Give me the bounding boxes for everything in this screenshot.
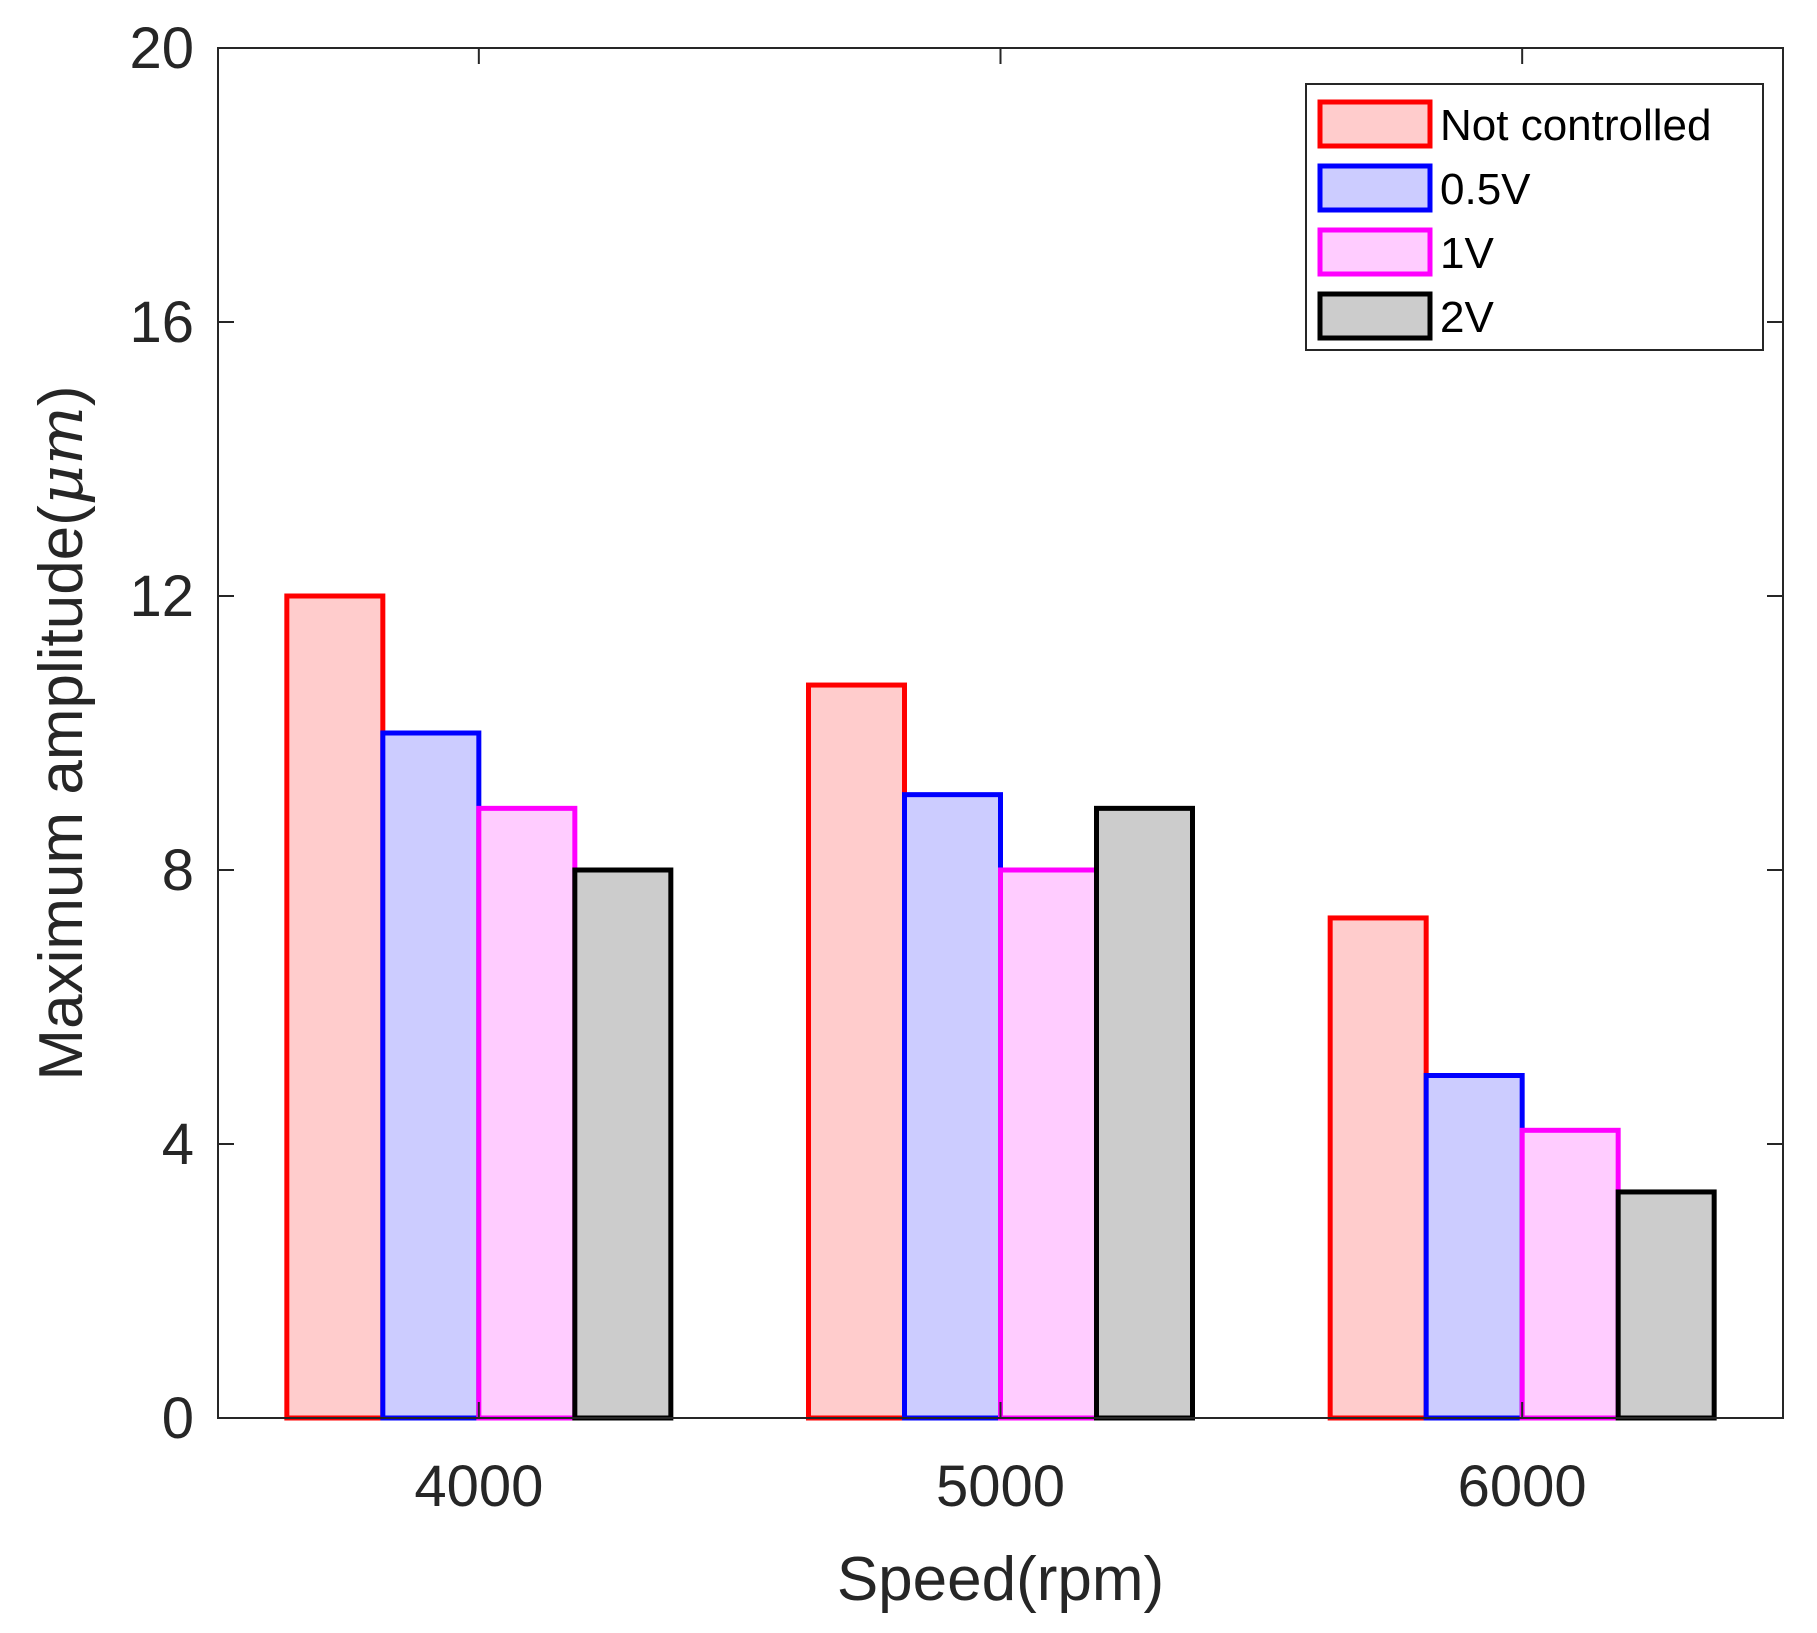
y-axis-title-close: )	[27, 385, 96, 406]
axis-ticks	[218, 47, 1783, 1419]
y-axis-title-unit: μm	[24, 406, 97, 505]
bar-6000-2v	[1615, 1189, 1717, 1421]
legend-label: Not controlled	[1440, 101, 1711, 150]
x-axis-tick-labels: 4000 5000 6000	[414, 1454, 1586, 1519]
bar-5000-0-5v	[902, 792, 1003, 1421]
bar-4000-0-5v	[380, 730, 482, 1421]
y-tick-label: 8	[162, 838, 194, 903]
bar-6000-0-5v	[1423, 1073, 1525, 1421]
legend-label: 1V	[1440, 229, 1494, 278]
legend-swatch	[1317, 163, 1433, 213]
bar-6000-not-controlled	[1327, 915, 1429, 1421]
x-axis-title: Speed(rpm)	[837, 1545, 1164, 1614]
bar-4000-not-controlled	[284, 593, 386, 1421]
y-tick-label: 20	[129, 16, 194, 81]
y-tick-label: 0	[162, 1386, 194, 1451]
y-axis-title: Maximum amplitude(μm)	[24, 385, 97, 1080]
x-tick-label: 4000	[414, 1454, 543, 1519]
bar-4000-2v	[572, 867, 674, 1421]
x-tick-label: 6000	[1458, 1454, 1587, 1519]
x-tick-label: 5000	[936, 1454, 1065, 1519]
legend: Not controlled 0.5V 1V 2V	[1305, 83, 1764, 351]
bar-5000-1v	[998, 867, 1099, 1421]
y-tick-label: 4	[162, 1112, 194, 1177]
bar-5000-not-controlled	[806, 682, 907, 1421]
legend-label: 2V	[1440, 293, 1494, 342]
legend-label: 0.5V	[1440, 165, 1531, 214]
legend-items: Not controlled 0.5V 1V 2V	[1317, 99, 1711, 342]
bar-6000-1v	[1519, 1127, 1621, 1421]
legend-swatch	[1317, 99, 1433, 149]
bar-5000-2v	[1094, 805, 1195, 1421]
legend-swatch	[1317, 227, 1433, 277]
y-tick-label: 16	[129, 290, 194, 355]
bar-4000-1v	[476, 805, 578, 1421]
legend-swatch	[1317, 291, 1433, 341]
y-axis-title-text: Maximum amplitude(	[27, 505, 96, 1081]
bars-layer	[284, 593, 1717, 1421]
y-tick-label: 12	[129, 564, 194, 629]
y-axis-tick-labels: 0 4 8 12 16 20	[129, 16, 194, 1451]
